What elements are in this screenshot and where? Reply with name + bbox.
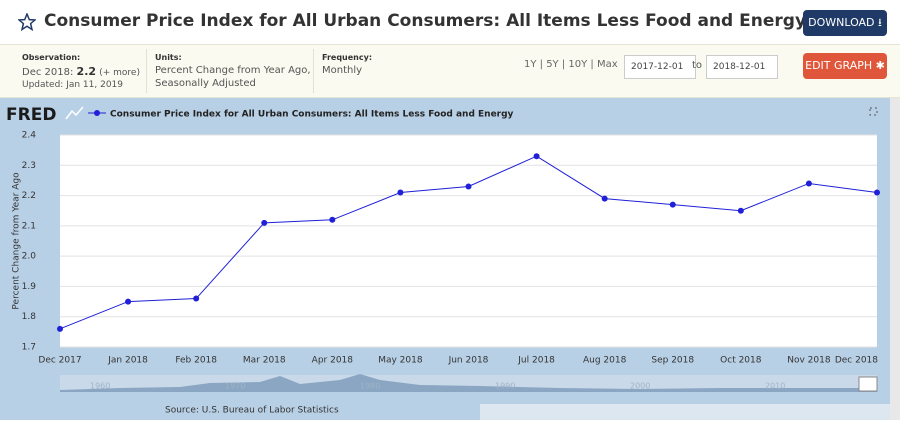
data-point <box>737 207 744 214</box>
y-tick-label: 2.0 <box>22 252 37 262</box>
footer-panel <box>480 404 890 420</box>
data-point <box>601 195 608 202</box>
data-point <box>193 295 200 302</box>
y-tick-label: 2.3 <box>22 161 36 171</box>
edit-graph-label: EDIT GRAPH <box>805 59 873 72</box>
data-point <box>533 153 540 160</box>
observation: Dec 2018: 2.2 (+ more) <box>22 65 140 78</box>
y-tick-label: 2.2 <box>22 191 36 201</box>
logo-icon <box>65 106 84 120</box>
y-tick-label: 2.1 <box>22 221 36 231</box>
y-tick-label: 1.7 <box>22 343 36 353</box>
navigator-handle[interactable] <box>858 376 878 392</box>
download-button[interactable]: DOWNLOAD ⭳ <box>803 10 887 36</box>
y-tick-label: 1.9 <box>22 282 37 292</box>
star-icon[interactable] <box>18 13 36 31</box>
data-point <box>261 219 268 226</box>
x-tick-label: Jul 2018 <box>517 356 555 366</box>
title: Consumer Price Index for All Urban Consu… <box>44 11 885 31</box>
y-tick-label: 2.4 <box>22 131 37 141</box>
data-point <box>805 180 812 187</box>
data-point <box>465 183 472 190</box>
updated: Updated: Jan 11, 2019 <box>22 80 124 90</box>
navigator-series <box>60 374 877 392</box>
x-tick-label: May 2018 <box>378 356 423 366</box>
frequency-label: Frequency: <box>322 53 373 62</box>
observation-date: Dec 2018: <box>22 67 74 78</box>
chart: FRED Source: U.S. Bureau of Labor Statis… <box>0 98 900 420</box>
edit-graph-button[interactable]: EDIT GRAPH ✱ <box>803 53 887 79</box>
more-link[interactable]: (+ more) <box>99 68 140 78</box>
x-tick-label: Feb 2018 <box>175 356 217 366</box>
units-label: Units: <box>155 53 182 62</box>
x-tick-label: Nov 2018 <box>787 356 831 366</box>
data-point <box>125 298 132 305</box>
legend-marker <box>94 110 100 116</box>
data-point <box>397 189 404 196</box>
header: Consumer Price Index for All Urban Consu… <box>0 0 900 44</box>
observation-label: Observation: <box>22 53 81 62</box>
plot-area <box>60 135 877 347</box>
observation-value: 2.2 <box>76 65 97 78</box>
y-tick-label: 1.8 <box>22 312 37 322</box>
navigator-label: 1980 <box>360 382 380 391</box>
data-point <box>329 216 336 223</box>
data-point <box>874 189 880 196</box>
x-tick-label: Dec 2018 <box>835 356 878 366</box>
title-text: Consumer Price Index for All Urban Consu… <box>44 11 807 31</box>
end-date[interactable]: 2018-12-01 <box>706 55 778 79</box>
fred-logo: FRED <box>6 105 56 125</box>
scrollbar <box>890 98 900 420</box>
fullscreen-icon[interactable] <box>869 107 878 116</box>
divider <box>146 49 147 93</box>
x-tick-label: Sep 2018 <box>651 356 694 366</box>
start-date[interactable]: 2017-12-01 <box>624 55 696 79</box>
navigator-label: 2010 <box>765 382 785 391</box>
navigator-label: 1970 <box>225 382 245 391</box>
frequency: Monthly <box>322 65 363 76</box>
units: Seasonally Adjusted <box>155 78 256 89</box>
data-point <box>669 201 676 208</box>
x-tick-label: Apr 2018 <box>312 356 354 366</box>
navigator-label: 2000 <box>630 382 650 391</box>
source: Source: U.S. Bureau of Labor Statistics <box>165 406 339 416</box>
range-links[interactable]: 1Y | 5Y | 10Y | Max <box>524 59 618 70</box>
download-label: DOWNLOAD <box>808 16 875 29</box>
legend-label: Consumer Price Index for All Urban Consu… <box>110 110 514 120</box>
y-axis-label: Percent Change from Year Ago <box>12 172 22 310</box>
navigator-label: 1990 <box>495 382 515 391</box>
x-tick-label: Oct 2018 <box>720 356 762 366</box>
divider <box>313 49 314 93</box>
data-point <box>57 325 63 332</box>
x-tick-label: Jun 2018 <box>448 356 489 366</box>
x-tick-label: Dec 2017 <box>38 356 81 366</box>
to: to <box>692 60 703 71</box>
x-tick-label: Mar 2018 <box>243 356 286 366</box>
units: Percent Change from Year Ago, <box>155 65 311 76</box>
x-tick-label: Jan 2018 <box>107 356 148 366</box>
navigator-label: 1960 <box>90 382 110 391</box>
x-tick-label: Aug 2018 <box>583 356 627 366</box>
info-bar: Observation: Dec 2018: 2.2 (+ more) Upda… <box>0 44 900 98</box>
